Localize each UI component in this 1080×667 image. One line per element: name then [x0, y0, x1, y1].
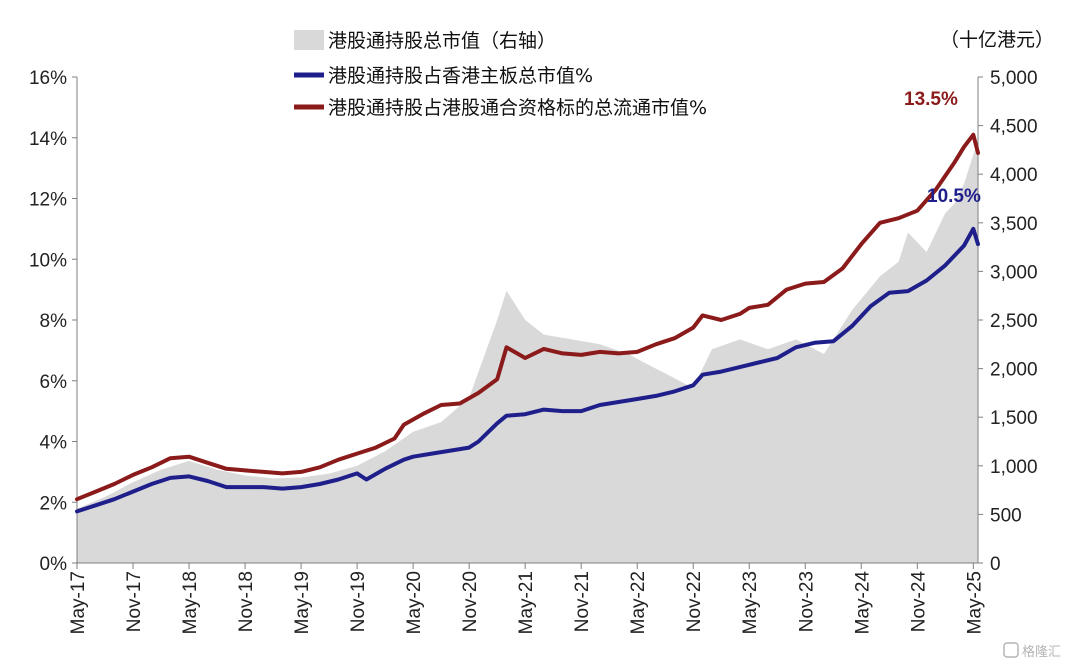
right-tick-label: 2,500	[990, 311, 1038, 332]
right-tick-label: 3,500	[990, 214, 1038, 235]
annotation-mainboard-pct: 10.5%	[927, 186, 981, 207]
left-tick-label: 8%	[40, 311, 68, 332]
left-tick-label: 14%	[29, 129, 67, 150]
x-tick-label: Nov-21	[572, 571, 593, 632]
left-tick-label: 16%	[29, 68, 67, 89]
left-tick-label: 10%	[29, 250, 67, 271]
x-tick-label: May-23	[740, 571, 761, 634]
right-axis-unit: （十亿港元）	[940, 29, 1054, 51]
left-tick-label: 0%	[40, 554, 68, 575]
right-tick-label: 4,000	[990, 165, 1038, 186]
x-tick-label: Nov-20	[460, 571, 481, 632]
x-tick-label: Nov-22	[684, 571, 705, 632]
left-tick-label: 6%	[40, 372, 68, 393]
axis-layer: 0% 2% 4% 6% 8% 10% 12% 14% 16% 0 500 1,000 1,500 2,00…	[29, 68, 1038, 634]
legend-label-0: 港股通持股总市值（右轴）	[328, 30, 556, 52]
area-series-0	[77, 140, 978, 563]
x-tick-label: Nov-24	[908, 571, 929, 633]
x-tick-label: May-21	[516, 571, 537, 634]
right-tick-label: 3,000	[990, 262, 1038, 283]
right-tick-label: 5,000	[990, 68, 1038, 89]
legend: 港股通持股总市值（右轴） 港股通持股占香港主板总市值% 港股通持股占港股通合资格标的…	[294, 30, 707, 119]
x-tick-label: May-18	[180, 571, 201, 634]
x-tick-label: Nov-17	[124, 571, 145, 632]
right-tick-label: 4,500	[990, 117, 1038, 138]
right-tick-label: 1,000	[990, 457, 1038, 478]
line-series-2	[75, 132, 980, 502]
x-tick-label: May-20	[404, 571, 425, 634]
area-layer	[77, 140, 978, 563]
right-tick-label: 1,500	[990, 408, 1038, 429]
line-series-1	[75, 226, 980, 514]
right-tick-label: 500	[990, 505, 1022, 526]
x-tick-label: Nov-19	[348, 571, 369, 632]
right-tick-label: 0	[990, 554, 1001, 575]
legend-label-2: 港股通持股占港股通合资格标的总流通市值%	[328, 97, 707, 119]
left-tick-label: 2%	[40, 493, 68, 514]
legend-swatch-0	[294, 30, 324, 50]
watermark-text: 格隆汇	[1022, 644, 1061, 660]
right-tick-label: 2,000	[990, 360, 1038, 381]
legend-label-1: 港股通持股占香港主板总市值%	[328, 65, 593, 87]
annotation-eligible-pct: 13.5%	[904, 89, 958, 110]
x-tick-label: May-19	[292, 571, 313, 634]
x-tick-label: May-24	[852, 571, 873, 635]
x-tick-label: May-22	[628, 571, 649, 634]
x-tick-label: May-25	[964, 571, 985, 634]
left-tick-label: 4%	[40, 433, 68, 454]
x-tick-label: Nov-23	[796, 571, 817, 632]
watermark: 格隆汇	[1003, 642, 1061, 660]
left-tick-label: 12%	[29, 190, 67, 211]
watermark-logo-icon	[1003, 642, 1019, 658]
x-tick-label: Nov-18	[236, 571, 257, 632]
line-layer	[75, 132, 980, 514]
x-tick-label: May-17	[68, 571, 89, 634]
